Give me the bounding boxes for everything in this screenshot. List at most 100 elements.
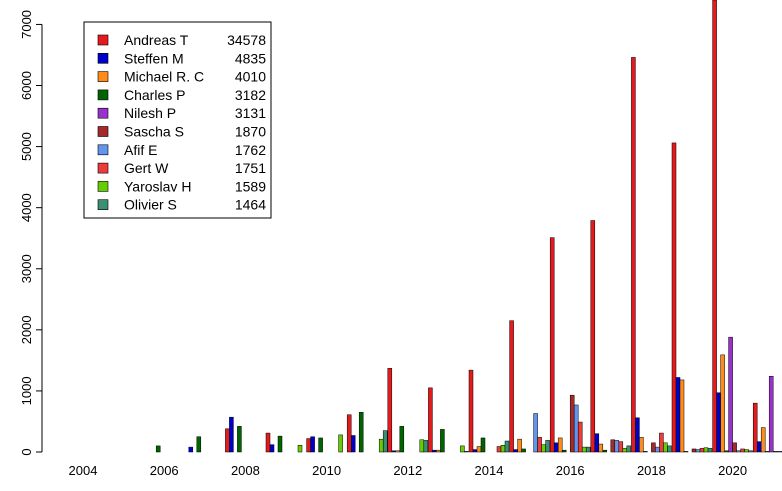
legend-total: 34578: [227, 32, 266, 48]
bar-charles-p-2016: [561, 449, 567, 453]
bar-charles-p-2013: [440, 429, 445, 453]
bar-charles-p-2007: [196, 436, 202, 453]
legend-total: 1870: [235, 124, 266, 140]
bar-olivier-s-2011: [382, 430, 388, 453]
bar-olivier-s-2014: [504, 440, 510, 453]
x-tick-label: 2020: [718, 463, 747, 478]
legend-total: 3131: [235, 105, 266, 121]
bar-andreas-t-2010: [306, 438, 311, 453]
bar-steffen-m-2015: [513, 449, 518, 453]
bar-michael-r-c-2014: [476, 446, 482, 453]
bar-steffen-m-2008: [229, 416, 234, 453]
legend-swatch: [97, 181, 109, 192]
bar-afif-e-2016: [573, 404, 579, 453]
legend-total: 1589: [235, 178, 266, 194]
bar-charles-p-2012: [399, 426, 405, 453]
y-tick-label: 2000: [19, 315, 34, 344]
x-tick-label: 2010: [312, 463, 341, 478]
bar-michael-r-c-2017: [598, 443, 604, 453]
bar-charles-p-2010: [318, 437, 323, 453]
bar-michael-r-c-2013: [436, 449, 441, 453]
bar-steffen-m-2018: [635, 417, 640, 453]
bar-gert-w-2017: [618, 441, 624, 453]
x-tick-label: 2012: [393, 463, 422, 478]
bar-olivier-s-2018: [667, 445, 672, 453]
bar-yaroslav-h-2016: [581, 446, 587, 453]
bar-andreas-t-2018: [631, 57, 636, 453]
legend-label: Steffen M: [124, 50, 184, 66]
bar-afif-e-2020: [736, 450, 741, 453]
y-tick-label: 4000: [19, 193, 34, 222]
y-tick-label: 1000: [19, 376, 34, 405]
bar-yaroslav-h-2013: [460, 445, 465, 453]
y-tick-label: 7000: [19, 10, 34, 39]
bar-steffen-m-2011: [350, 435, 356, 453]
x-axis: 2004 2006 2008 2010 2012 2014 2016 2018 2020: [69, 463, 748, 478]
bar-olivier-s-2016: [585, 446, 591, 453]
bar-charles-p-2015: [521, 448, 526, 453]
bar-andreas-t-2014: [468, 369, 474, 453]
bar-yaroslav-h-2015: [541, 444, 546, 453]
x-tick-label: 2004: [69, 463, 98, 478]
legend-swatch: [97, 199, 109, 210]
bar-andreas-t-2015: [509, 320, 514, 453]
bar-charles-p-2008: [237, 426, 242, 453]
legend-label: Olivier S: [124, 197, 177, 213]
y-tick-label: 6000: [19, 71, 34, 100]
bar-sascha-s-2021: [772, 451, 778, 453]
bars: [155, 0, 782, 453]
bar-andreas-t-2012: [387, 368, 393, 453]
legend-swatch: [97, 71, 109, 82]
bar-gert-w-2018: [659, 432, 664, 453]
bar-charles-p-2006: [155, 445, 161, 453]
legend-swatch: [97, 34, 109, 46]
bar-steffen-m-2012: [391, 450, 397, 453]
bar-afif-e-2015: [533, 413, 538, 453]
legend-label: Yaroslav H: [124, 178, 191, 194]
legend-swatch: [97, 107, 109, 119]
bar-sascha-s-2016: [569, 394, 575, 453]
bar-yaroslav-h-2014: [500, 445, 506, 453]
legend-total: 1762: [235, 142, 266, 158]
bar-afif-e-2018: [655, 446, 660, 453]
bar-yaroslav-h-2019: [703, 447, 709, 453]
bar-gert-w-2019: [699, 448, 705, 453]
bar-steffen-m-2016: [553, 442, 559, 453]
legend-box: [83, 21, 272, 219]
legend-swatch: [97, 144, 109, 156]
bar-steffen-m-2019: [675, 377, 681, 453]
bar-andreas-t-2021: [752, 402, 758, 453]
y-tick-label: 3000: [19, 254, 34, 283]
legend-label: Michael R. C: [124, 69, 204, 85]
bar-gert-w-2020: [740, 448, 745, 453]
legend-label: Gert W: [124, 160, 169, 176]
bar-afif-e-2019: [695, 449, 701, 453]
bar-andreas-t-2013: [428, 387, 433, 453]
bar-steffen-m-2010: [310, 436, 315, 453]
bar-sascha-s-2018: [651, 442, 656, 453]
bar-yaroslav-h-2017: [622, 448, 628, 453]
bar-andreas-t-2008: [225, 428, 230, 453]
x-tick-label: 2016: [556, 463, 585, 478]
y-tick-label: 5000: [19, 132, 34, 161]
legend-label: Nilesh P: [124, 105, 176, 121]
bar-yaroslav-h-2012: [419, 439, 425, 453]
legend-label: Sascha S: [124, 124, 184, 140]
legend-label: Charles P: [124, 87, 185, 103]
bar-andreas-t-2016: [549, 237, 555, 453]
bar-olivier-s-2019: [707, 448, 713, 453]
bar-steffen-m-2017: [594, 433, 600, 453]
bar-steffen-m-2007: [188, 446, 194, 453]
bar-yaroslav-h-2009: [297, 445, 303, 453]
bar-michael-r-c-2018: [639, 437, 644, 453]
bar-gert-w-2015: [537, 437, 542, 453]
x-tick-label: 2006: [150, 463, 179, 478]
bar-sascha-s-2019: [691, 448, 697, 453]
bar-nilesh-p-2020: [728, 336, 733, 453]
y-tick-label: 0: [19, 448, 34, 455]
bar-charles-p-2021: [764, 451, 770, 453]
bar-gert-w-2016: [577, 421, 583, 453]
bar-yaroslav-h-2010: [338, 434, 343, 453]
bar-michael-r-c-2020: [720, 354, 725, 453]
bar-charles-p-2009: [277, 435, 283, 453]
